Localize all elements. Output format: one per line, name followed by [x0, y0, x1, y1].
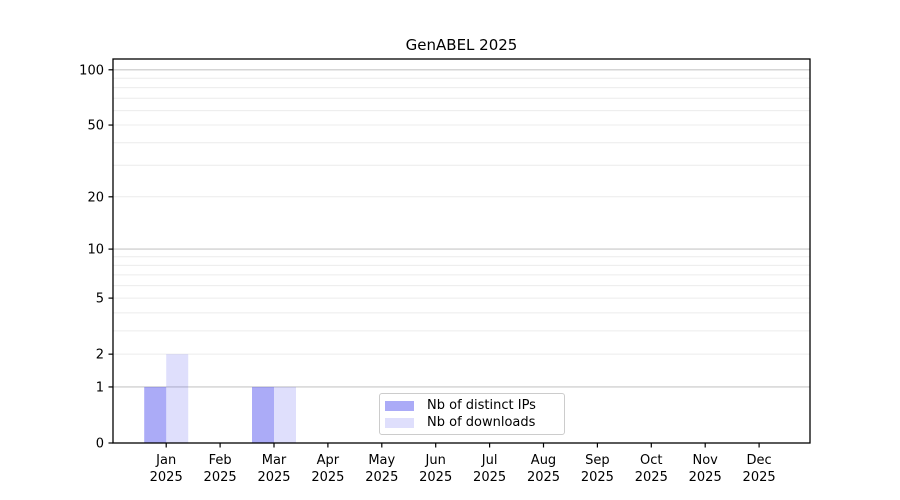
- y-tick-label: 1: [96, 380, 104, 395]
- x-tick-label-month: Feb: [209, 453, 232, 468]
- x-tick-label-year: 2025: [635, 470, 668, 485]
- x-tick-label-month: Dec: [747, 453, 772, 468]
- legend-label-distinct-ips: Nb of distinct IPs: [427, 398, 536, 413]
- bar-mar-series1: [274, 386, 296, 443]
- x-tick-label-year: 2025: [743, 470, 776, 485]
- x-tick-label-year: 2025: [473, 470, 506, 485]
- bar-jan-series0: [144, 386, 167, 443]
- y-tick-label: 5: [96, 292, 104, 307]
- x-tick-label-year: 2025: [150, 470, 183, 485]
- y-tick-label: 20: [87, 190, 104, 205]
- axes-frame: [112, 58, 811, 444]
- y-tick-label: 2: [96, 348, 104, 363]
- y-tick-label: 10: [87, 243, 104, 258]
- legend-swatch-downloads: [385, 417, 414, 428]
- x-tick-label-year: 2025: [581, 470, 614, 485]
- x-tick-label-month: Oct: [640, 453, 662, 468]
- bar-jan-series1: [166, 354, 189, 443]
- x-tick-label-month: Jan: [155, 453, 176, 468]
- x-tick-label-month: Aug: [531, 453, 556, 468]
- x-tick-label-month: Jun: [425, 453, 446, 468]
- x-tick-label-year: 2025: [689, 470, 722, 485]
- x-tick-label-year: 2025: [311, 470, 344, 485]
- x-tick-label-year: 2025: [204, 470, 237, 485]
- y-tick-label: 100: [79, 63, 104, 78]
- x-tick-label-year: 2025: [257, 470, 290, 485]
- legend-label-downloads: Nb of downloads: [427, 415, 536, 430]
- x-tick-label-year: 2025: [527, 470, 560, 485]
- bar-mar-series0: [252, 386, 274, 443]
- legend: Nb of distinct IPs Nb of downloads: [379, 393, 565, 435]
- x-tick-label-month: Nov: [693, 453, 719, 468]
- x-tick-label-month: May: [368, 453, 395, 468]
- y-tick-label: 0: [96, 437, 104, 452]
- x-tick-label-month: Apr: [317, 453, 340, 468]
- legend-swatch-distinct-ips: [385, 400, 414, 411]
- x-tick-label-year: 2025: [365, 470, 398, 485]
- x-tick-label-month: Jul: [481, 453, 498, 468]
- x-tick-label-month: Sep: [585, 453, 610, 468]
- x-tick-label-year: 2025: [419, 470, 452, 485]
- chart-title: GenABEL 2025: [405, 36, 518, 54]
- y-tick-label: 50: [87, 119, 104, 134]
- legend-item-distinct-ips: Nb of distinct IPs: [385, 398, 558, 413]
- x-tick-label-month: Mar: [262, 453, 287, 468]
- legend-item-downloads: Nb of downloads: [385, 415, 558, 430]
